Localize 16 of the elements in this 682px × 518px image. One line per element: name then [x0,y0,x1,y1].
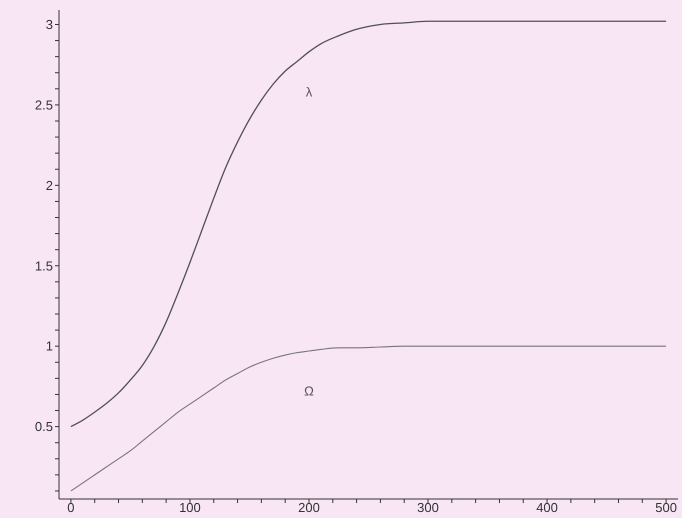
series-label: λ [306,84,313,100]
x-tick-label: 200 [298,500,320,516]
y-tick-label: 2 [46,178,53,193]
y-tick-label: 2.5 [34,97,53,112]
y-tick-label: 0.5 [34,419,53,434]
text: Ω [304,384,314,399]
x-tick-label: 100 [179,500,201,516]
line-series [70,346,667,492]
x-tick-label: 300 [417,500,439,516]
x-tick-label: 400 [536,500,558,516]
line-series [70,20,667,428]
x-tick-label: 0 [67,500,75,516]
x-tick-label: 500 [655,500,677,516]
y-tick-label: 1 [46,338,53,354]
y-tick-label: 3 [46,17,53,32]
y-tick-label: 1.5 [34,258,53,274]
